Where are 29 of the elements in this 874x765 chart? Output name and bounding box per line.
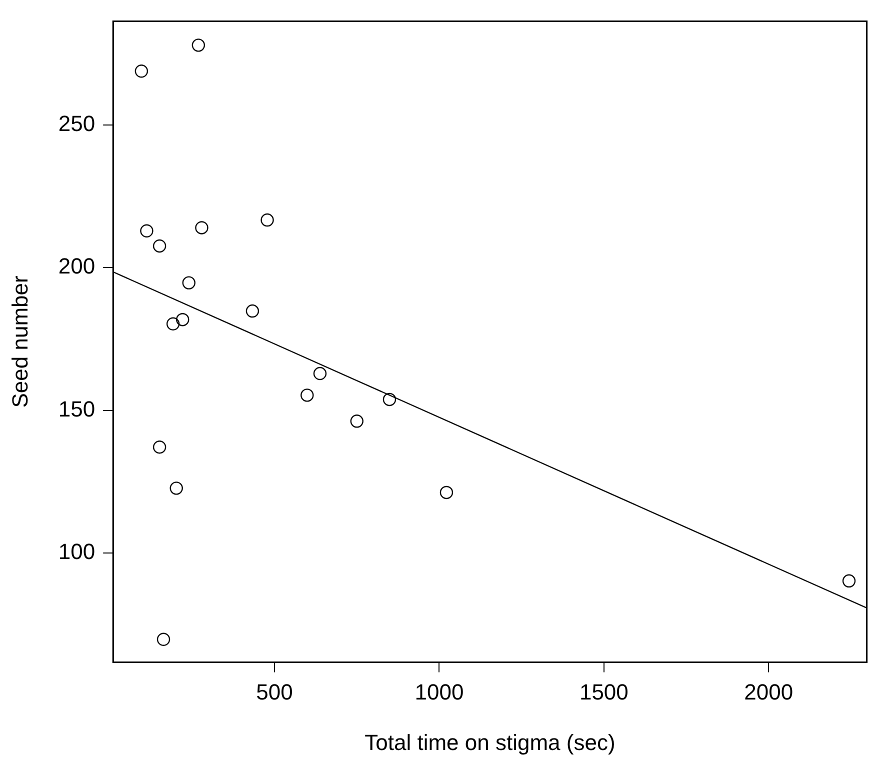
point bbox=[440, 486, 454, 500]
point bbox=[166, 317, 180, 330]
point bbox=[152, 239, 166, 253]
point bbox=[246, 304, 260, 318]
point bbox=[350, 414, 364, 428]
point bbox=[382, 392, 396, 406]
y-tick-label: 150 bbox=[58, 396, 96, 422]
point bbox=[260, 213, 274, 227]
x-tick-label: 2000 bbox=[744, 679, 794, 704]
point bbox=[176, 312, 190, 326]
point bbox=[313, 366, 327, 380]
point bbox=[156, 632, 170, 646]
y-tick-label: 250 bbox=[58, 111, 96, 136]
point bbox=[300, 388, 314, 402]
x-axis-title: Total time on stigma (sec) bbox=[364, 730, 616, 755]
y-axis-title: Seed number bbox=[7, 276, 32, 408]
x-tick-label: 1500 bbox=[579, 679, 628, 704]
point bbox=[192, 38, 206, 52]
x-tick-label: 500 bbox=[256, 679, 293, 704]
point bbox=[140, 224, 154, 238]
y-tick-label: 200 bbox=[58, 254, 96, 279]
x-tick-label: 1000 bbox=[414, 679, 464, 704]
point bbox=[134, 64, 148, 78]
point bbox=[195, 221, 208, 234]
y-tick-label: 100 bbox=[58, 539, 96, 564]
point bbox=[152, 440, 166, 454]
point bbox=[842, 574, 856, 588]
point bbox=[170, 482, 183, 495]
point bbox=[182, 276, 196, 290]
